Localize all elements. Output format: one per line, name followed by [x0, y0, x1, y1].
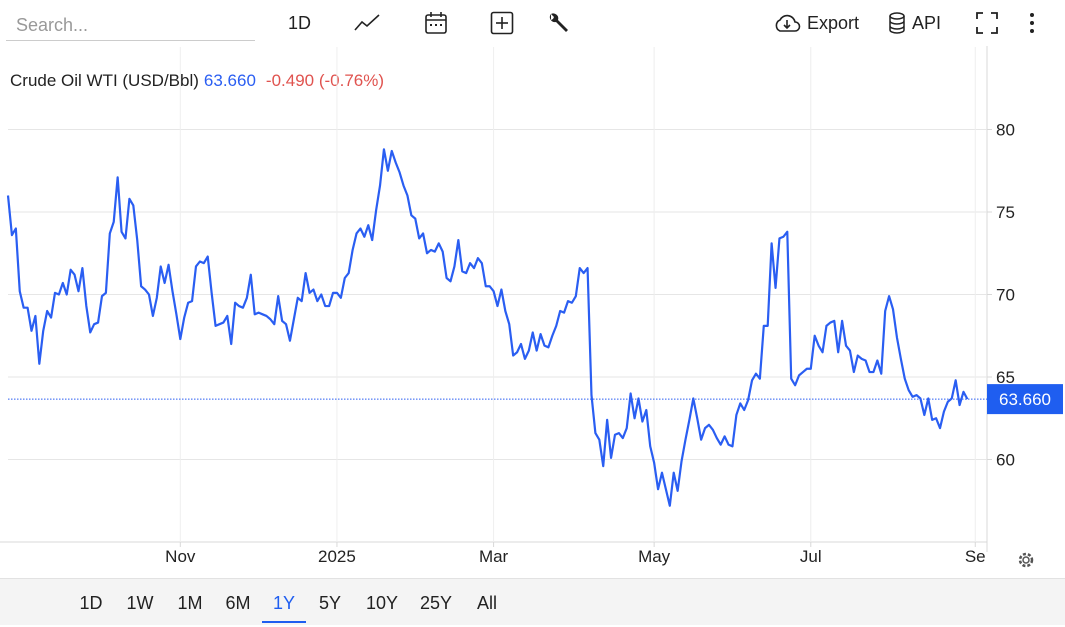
- range-button[interactable]: 5Y: [318, 593, 342, 613]
- chart: Crude Oil WTI (USD/Bbl) 63.660 -0.490 (-0.…: [0, 46, 1063, 568]
- y-tick-label: 75: [996, 203, 1015, 222]
- range-button[interactable]: 1D: [79, 593, 103, 613]
- price-change: -0.490 (-0.76%): [266, 71, 384, 90]
- interval-button[interactable]: 1D: [288, 13, 312, 33]
- api-label: API: [912, 13, 942, 33]
- menu-button[interactable]: [1024, 10, 1040, 36]
- x-tick-label: Jul: [800, 547, 822, 566]
- x-tick-label: Mar: [479, 547, 509, 566]
- x-tick-label: Nov: [165, 547, 196, 566]
- fullscreen-icon: [976, 12, 998, 34]
- api-button[interactable]: API: [888, 10, 941, 36]
- database-icon: [889, 12, 905, 34]
- search-box[interactable]: Search...: [6, 8, 255, 41]
- y-tick-label: 60: [996, 451, 1015, 470]
- export-label: Export: [807, 13, 860, 33]
- price-line: [6, 148, 969, 507]
- y-tick-label: 65: [996, 368, 1015, 387]
- export-button[interactable]: Export: [773, 10, 859, 36]
- range-button[interactable]: 25Y: [419, 593, 453, 613]
- fullscreen-button[interactable]: [975, 10, 999, 36]
- calendar-icon: [425, 12, 447, 34]
- range-button[interactable]: 1M: [177, 593, 203, 613]
- cloud-icon: [775, 14, 801, 32]
- dots-icon: [1030, 13, 1034, 33]
- range-bar: 1D 1W 1M 6M 1Y 5Y 10Y 25Y All: [0, 578, 1065, 625]
- settings-tool-button[interactable]: [547, 10, 571, 36]
- last-price-label: 63.660: [999, 390, 1051, 409]
- chart-settings-button[interactable]: [1018, 552, 1034, 568]
- chart-type-button[interactable]: [354, 10, 380, 36]
- x-tick-label: May: [638, 547, 671, 566]
- range-button[interactable]: 1W: [126, 593, 154, 613]
- compare-button[interactable]: [490, 10, 514, 36]
- last-price-box: [987, 384, 1063, 415]
- toolbar: Search... 1D Export API: [0, 0, 1065, 46]
- x-tick-label: Se: [965, 547, 986, 566]
- last-price: 63.660: [204, 71, 256, 90]
- range-button[interactable]: 1Y: [262, 579, 306, 623]
- y-tick-label: 70: [996, 286, 1015, 305]
- line-icon: [354, 14, 380, 31]
- y-tick-label: 80: [996, 121, 1015, 140]
- plus-icon: [490, 11, 514, 35]
- range-button[interactable]: 10Y: [365, 593, 399, 613]
- chart-title: Crude Oil WTI (USD/Bbl): [10, 71, 199, 90]
- calendar-button[interactable]: [424, 10, 448, 36]
- range-button[interactable]: 6M: [225, 593, 251, 613]
- wrench-icon: [549, 13, 568, 32]
- range-button[interactable]: All: [476, 593, 497, 613]
- chart-header: Crude Oil WTI (USD/Bbl) 63.660 -0.490 (-0.…: [10, 71, 384, 90]
- x-tick-label: 2025: [318, 547, 356, 566]
